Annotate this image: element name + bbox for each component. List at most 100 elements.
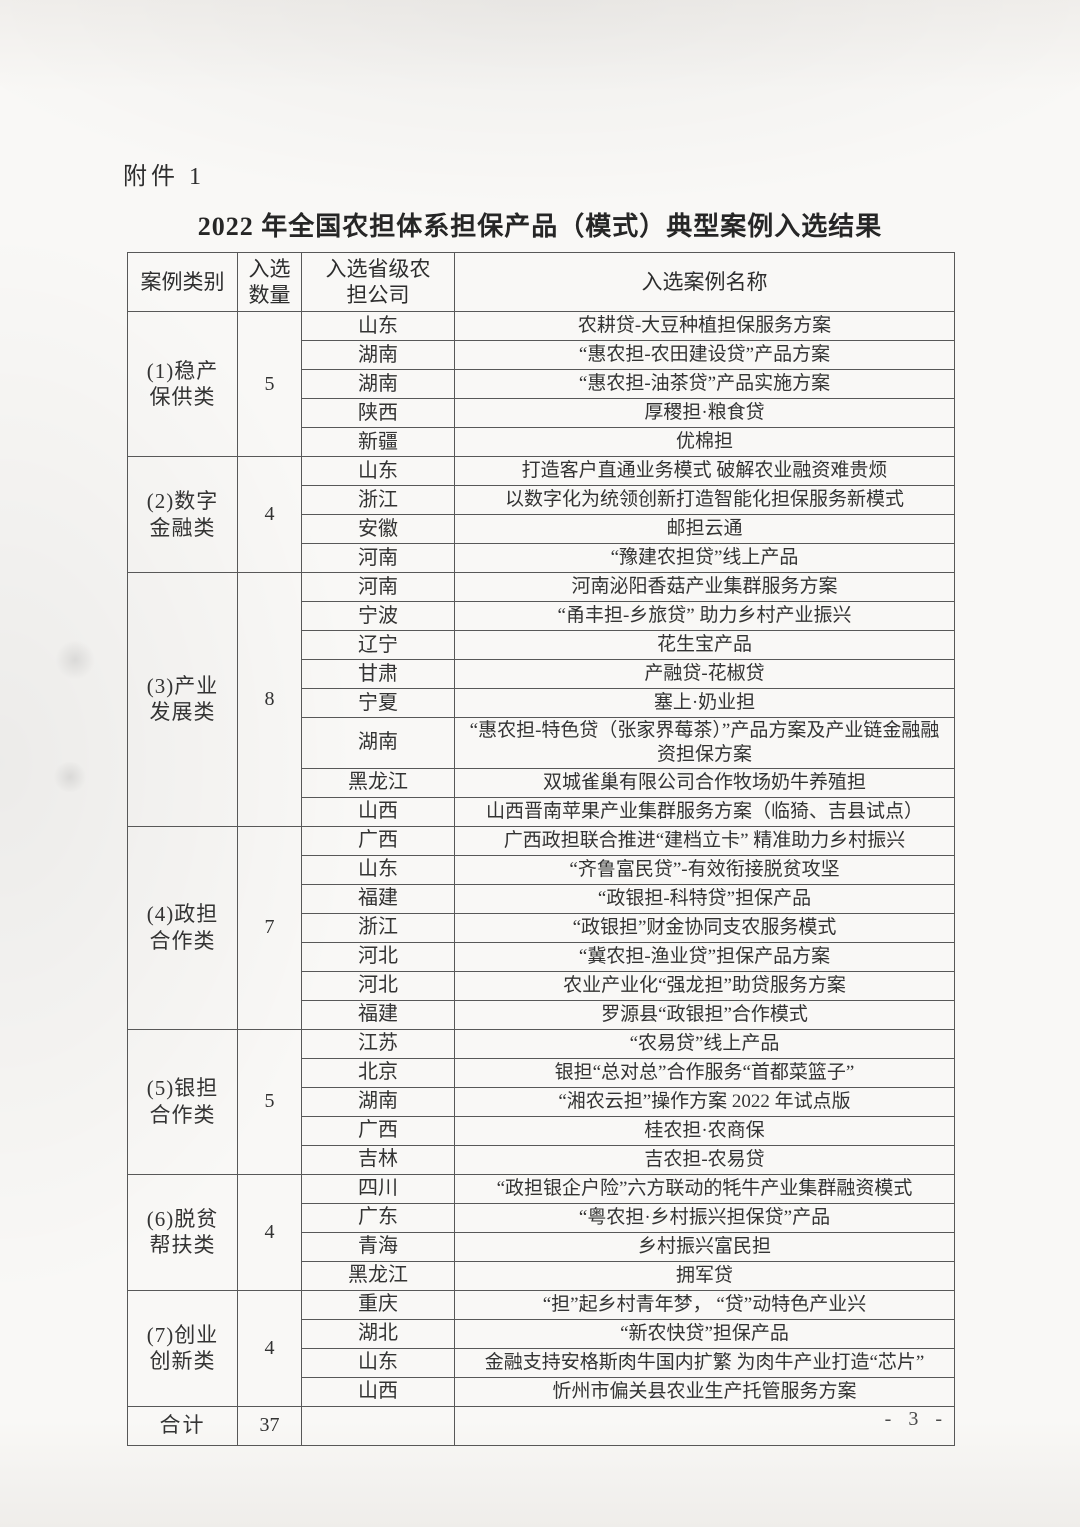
empty-cell [301, 1405, 455, 1446]
table-row: 福建 罗源县“政银担”合作模式 [128, 999, 955, 1030]
header-cell: 入选省级农 担公司 [301, 252, 455, 312]
case-name-cell: “冀农担-渔业贷”担保产品方案 [454, 941, 955, 972]
category-cell: (5)银担 合作类 [127, 1028, 238, 1175]
province-cell: 青海 [301, 1231, 455, 1262]
table-row: (4)政担 合作类 7 广西 广西政担联合推进“建档立卡” 精准助力乡村振兴 [127, 825, 955, 1030]
case-name-cell: 优棉担 [454, 427, 955, 457]
table-row: 陕西 厚稷担·粮食贷 [128, 398, 955, 428]
case-name-cell: 花生宝产品 [454, 630, 955, 660]
case-name-cell: 农业产业化“强龙担”助贷服务方案 [454, 970, 955, 1001]
case-name-cell: “惠农担-农田建设贷”产品方案 [454, 340, 955, 370]
province-cell: 山西 [301, 796, 455, 827]
province-cell: 黑龙江 [301, 767, 455, 798]
province-cell: 湖北 [301, 1318, 455, 1349]
province-cell: 江苏 [301, 1028, 455, 1059]
count-cell: 5 [237, 1028, 302, 1175]
case-name-cell: 广西政担联合推进“建档立卡” 精准助力乡村振兴 [454, 825, 955, 856]
document-title: 2022 年全国农担体系担保产品（模式）典型案例入选结果 [197, 212, 883, 241]
case-name-cell: 以数字化为统领创新打造智能化担保服务新模式 [454, 485, 955, 515]
case-name-cell: “齐鲁富民贷”-有效衔接脱贫攻坚 [454, 854, 955, 885]
total-label-cell: 合计 [127, 1405, 238, 1446]
province-cell: 河北 [301, 941, 455, 972]
table-row: (3)产业 发展类 8 河南 河南泌阳香菇产业集群服务方案 [127, 572, 955, 827]
province-cell: 安徽 [301, 514, 455, 544]
table-row: (1)稳产 保供类 5 山东 农耕贷-大豆种植担保服务方案 [127, 311, 955, 457]
province-cell: 浙江 [301, 485, 455, 515]
table-row: 黑龙江 拥军贷 [128, 1260, 955, 1291]
table-row: 浙江 “政银担”财金协同支农服务模式 [128, 912, 955, 943]
total-row: 合计 37 [127, 1405, 955, 1446]
province-cell: 重庆 [301, 1289, 455, 1320]
table-row: 福建 “政银担-科特贷”担保产品 [128, 883, 955, 914]
total-value-cell: 37 [237, 1405, 302, 1446]
case-name-cell: 农耕贷-大豆种植担保服务方案 [454, 311, 955, 341]
province-cell: 山东 [301, 1347, 455, 1378]
case-name-cell: 产融贷-花椒贷 [454, 659, 955, 689]
province-cell: 福建 [301, 883, 455, 914]
case-name-cell: “湘农云担”操作方案 2022 年试点版 [454, 1086, 955, 1117]
case-name-cell: 山西晋南苹果产业集群服务方案（临猗、吉县试点） [454, 796, 955, 827]
province-cell: 广东 [301, 1202, 455, 1233]
table-row: 吉林 吉农担-农易贷 [128, 1144, 955, 1175]
case-name-cell: “粤农担·乡村振兴担保贷”产品 [454, 1202, 955, 1233]
case-name-cell: 拥军贷 [454, 1260, 955, 1291]
province-cell: 山东 [301, 854, 455, 885]
attachment-label: 附件 1 [123, 164, 205, 190]
case-name-cell: “惠农担-特色贷（张家界莓茶）”产品方案及产业链金融融资担保方案 [454, 717, 955, 769]
province-cell: 甘肃 [301, 659, 455, 689]
table-row: 河南 “豫建农担贷”线上产品 [128, 543, 955, 573]
case-name-cell: 罗源县“政银担”合作模式 [454, 999, 955, 1030]
table-row: 宁夏 塞上·奶业担 [128, 688, 955, 718]
case-name-cell: 厚稷担·粮食贷 [454, 398, 955, 428]
province-cell: 陕西 [301, 398, 455, 428]
province-cell: 浙江 [301, 912, 455, 943]
table-row: 湖南 “惠农担-油茶贷”产品实施方案 [128, 369, 955, 399]
province-cell: 广西 [301, 825, 455, 856]
category-cell: (2)数字 金融类 [127, 456, 238, 573]
province-cell: 山东 [301, 311, 455, 341]
header-cell: 案例类别 [127, 252, 238, 312]
header-cell: 入选案例名称 [454, 252, 955, 312]
case-name-cell: “农易贷”线上产品 [454, 1028, 955, 1059]
case-name-cell: 打造客户直通业务模式 破解农业融资难贵烦 [454, 456, 955, 486]
header-cell: 入选 数量 [237, 252, 302, 312]
table-row: 山东 “齐鲁富民贷”-有效衔接脱贫攻坚 [128, 854, 955, 885]
scan-artifact [55, 640, 95, 680]
table-row: (6)脱贫 帮扶类 4 四川 “政担银企户险”六方联动的牦牛产业集群融资模式 [127, 1173, 955, 1291]
table-row: 河北 “冀农担-渔业贷”担保产品方案 [128, 941, 955, 972]
results-table: 案例类别 入选 数量 入选省级农 担公司 入选案例名称 (1)稳产 保供类 5 山东 农耕贷… [127, 252, 955, 1446]
table-row: 湖南 “惠农担-特色贷（张家界莓茶）”产品方案及产业链金融融资担保方案 [128, 717, 955, 769]
count-cell: 4 [237, 1173, 302, 1291]
table-row: 湖南 “惠农担-农田建设贷”产品方案 [128, 340, 955, 370]
table-row: (5)银担 合作类 5 江苏 “农易贷”线上产品 [127, 1028, 955, 1175]
page-number: - 3 - [884, 1408, 948, 1430]
province-cell: 山东 [301, 456, 455, 486]
case-name-cell: “政担银企户险”六方联动的牦牛产业集群融资模式 [454, 1173, 955, 1204]
case-name-cell: “担”起乡村青年梦， “贷”动特色产业兴 [454, 1289, 955, 1320]
count-cell: 7 [237, 825, 302, 1030]
province-cell: 湖南 [301, 717, 455, 769]
province-cell: 四川 [301, 1173, 455, 1204]
case-name-cell: “政银担”财金协同支农服务模式 [454, 912, 955, 943]
table-row: 甘肃 产融贷-花椒贷 [128, 659, 955, 689]
case-name-cell: “豫建农担贷”线上产品 [454, 543, 955, 573]
empty-cell [454, 1405, 955, 1446]
table-header-row: 案例类别 入选 数量 入选省级农 担公司 入选案例名称 [127, 252, 955, 312]
province-cell: 广西 [301, 1115, 455, 1146]
case-name-cell: 银担“总对总”合作服务“首都菜篮子” [454, 1057, 955, 1088]
table-row: 宁波 “甬丰担-乡旅贷” 助力乡村产业振兴 [128, 601, 955, 631]
province-cell: 宁波 [301, 601, 455, 631]
table-row: 浙江 以数字化为统领创新打造智能化担保服务新模式 [128, 485, 955, 515]
count-cell: 4 [237, 1289, 302, 1407]
province-cell: 河北 [301, 970, 455, 1001]
province-cell: 辽宁 [301, 630, 455, 660]
table-row: 山西 忻州市偏关县农业生产托管服务方案 [128, 1376, 955, 1407]
province-cell: 河南 [301, 543, 455, 573]
category-cell: (4)政担 合作类 [127, 825, 238, 1030]
case-name-cell: “甬丰担-乡旅贷” 助力乡村产业振兴 [454, 601, 955, 631]
category-cell: (3)产业 发展类 [127, 572, 238, 827]
case-name-cell: 金融支持安格斯肉牛国内扩繁 为肉牛产业打造“芯片” [454, 1347, 955, 1378]
province-cell: 山西 [301, 1376, 455, 1407]
case-name-cell: 吉农担-农易贷 [454, 1144, 955, 1175]
